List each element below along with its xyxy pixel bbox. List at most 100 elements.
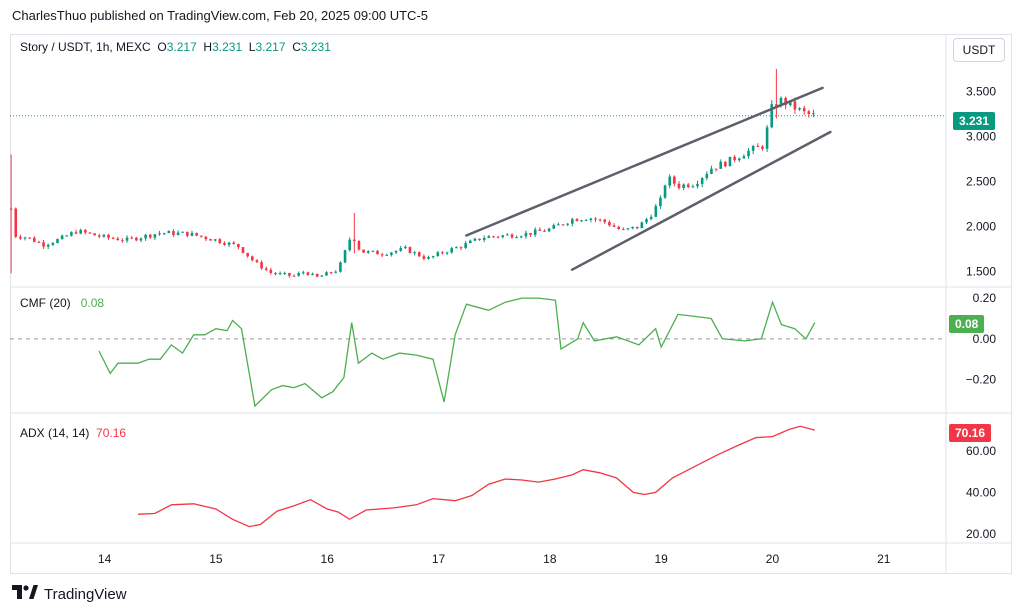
- candle-body: [802, 108, 806, 112]
- candle-body: [148, 234, 152, 238]
- candle-body: [784, 97, 787, 106]
- currency-button[interactable]: USDT: [953, 38, 1005, 62]
- high-value: 3.231: [212, 40, 243, 54]
- candle-body: [580, 220, 583, 222]
- symbol-legend: Story / USDT, 1h, MEXC O3.217 H3.231 L3.…: [20, 40, 331, 54]
- price-tick-label: 3.000: [966, 130, 996, 144]
- candle-body: [492, 236, 495, 238]
- candle-body: [441, 252, 444, 254]
- candle-body: [612, 225, 616, 227]
- candle-body: [125, 237, 129, 241]
- candle-body: [325, 272, 328, 276]
- time-tick-label: 19: [654, 552, 668, 566]
- candle-body: [74, 232, 78, 234]
- candle-body: [283, 272, 287, 274]
- candle-body: [742, 156, 746, 159]
- open-value: 3.217: [166, 40, 197, 54]
- adx-value-tag: 70.16: [949, 424, 992, 442]
- channel-trendline: [465, 86, 824, 237]
- candle-body: [696, 183, 699, 187]
- candle-body: [172, 231, 175, 236]
- candle-body: [747, 150, 750, 157]
- time-tick-label: 15: [209, 552, 223, 566]
- candle-body: [385, 254, 389, 256]
- candle-body: [561, 224, 565, 226]
- candle-body: [274, 272, 277, 275]
- candle-body: [176, 232, 180, 236]
- candle-body: [603, 219, 607, 222]
- candle-body: [617, 226, 620, 230]
- cmf-tick-label: 0.00: [973, 332, 997, 346]
- adx-legend: ADX (14, 14) 70.16: [20, 426, 126, 440]
- candle-body: [195, 232, 198, 236]
- candle-body: [408, 246, 412, 254]
- candle-body: [589, 218, 593, 220]
- candle-body: [348, 239, 351, 251]
- adx-pane: [137, 425, 815, 528]
- candle-body: [33, 237, 36, 242]
- candle-body: [329, 272, 333, 274]
- candle-body: [552, 225, 556, 229]
- candle-body: [190, 232, 194, 236]
- candle-body: [677, 183, 681, 189]
- candle-body: [121, 240, 124, 242]
- candle-body: [496, 236, 500, 238]
- candle-body: [56, 239, 59, 243]
- candle-body: [427, 257, 430, 259]
- candle-body: [682, 184, 685, 189]
- candle-body: [584, 219, 588, 221]
- candle-body: [51, 242, 55, 245]
- candle-body: [376, 250, 379, 255]
- price-tick-label: 1.500: [966, 265, 996, 279]
- candle-body: [775, 104, 778, 106]
- candle-body: [334, 271, 338, 273]
- chart-frame: [10, 34, 1012, 574]
- candle-body: [622, 229, 625, 231]
- candle-body: [264, 268, 268, 270]
- candle-body: [339, 262, 342, 272]
- time-tick-label: 17: [432, 552, 446, 566]
- candle-body: [663, 185, 667, 198]
- footer-brand[interactable]: TradingView: [12, 585, 127, 603]
- candle-body: [93, 233, 96, 236]
- cmf-tick-label: −0.20: [966, 373, 997, 387]
- candle-body: [241, 247, 245, 253]
- time-tick-label: 21: [877, 552, 891, 566]
- candle-body: [793, 101, 797, 110]
- candle-body: [213, 239, 217, 241]
- candle-body: [626, 228, 630, 230]
- candle-body: [487, 236, 491, 238]
- high-label: H: [203, 40, 213, 54]
- candle-body: [162, 233, 166, 235]
- candle-body: [390, 252, 393, 255]
- cmf-series-line: [98, 297, 816, 408]
- candle-body: [260, 262, 263, 269]
- candle-body: [529, 232, 532, 235]
- candle-body: [631, 226, 634, 229]
- cmf-pane: [10, 297, 946, 408]
- candle-body: [761, 146, 764, 149]
- candle-body: [246, 252, 249, 257]
- candle-body: [79, 229, 82, 234]
- candle-body: [714, 168, 718, 170]
- candle-body: [394, 250, 398, 253]
- candle-body: [186, 231, 189, 236]
- candle-body: [598, 219, 602, 221]
- candle-body: [691, 186, 695, 188]
- candle-body: [417, 252, 421, 257]
- candle-body: [135, 237, 138, 241]
- candle-body: [97, 235, 101, 237]
- candle-body: [19, 236, 22, 239]
- candle-body: [788, 101, 792, 106]
- candle-body: [28, 237, 31, 239]
- candle-body: [473, 238, 477, 241]
- candle-body: [218, 239, 222, 244]
- candle-body: [538, 229, 542, 231]
- candle-body: [728, 156, 732, 167]
- candle-body: [668, 176, 671, 186]
- candle-body: [255, 260, 259, 263]
- candle-body: [608, 221, 611, 226]
- candle-body: [547, 228, 551, 232]
- candle-body: [654, 206, 658, 217]
